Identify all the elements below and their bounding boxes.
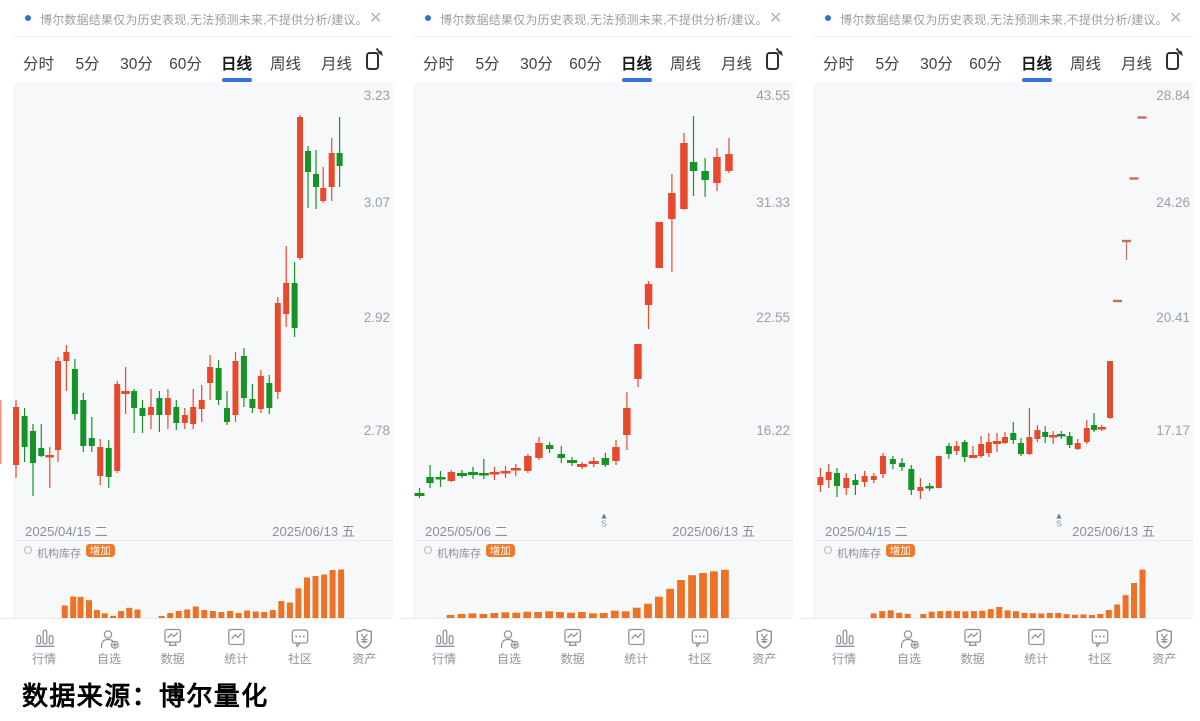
svg-text:2025/06/13 五: 2025/06/13 五 [672, 524, 755, 539]
svg-text:17.17: 17.17 [1156, 423, 1190, 438]
svg-text:22.55: 22.55 [756, 310, 790, 325]
svg-text:2025/06/13 五: 2025/06/13 五 [272, 524, 355, 539]
svg-text:28.84: 28.84 [1156, 88, 1190, 103]
svg-text:20.41: 20.41 [1156, 310, 1190, 325]
svg-text:2025/04/15 二: 2025/04/15 二 [825, 524, 908, 539]
svg-text:S: S [601, 519, 607, 529]
svg-text:▲: ▲ [600, 511, 608, 521]
svg-text:43.55: 43.55 [756, 88, 790, 103]
svg-text:31.33: 31.33 [756, 195, 790, 210]
svg-text:2.78: 2.78 [364, 423, 390, 438]
svg-text:▲: ▲ [1055, 511, 1063, 521]
svg-text:16.22: 16.22 [756, 423, 790, 438]
svg-text:2.92: 2.92 [364, 310, 390, 325]
svg-text:2025/06/13 五: 2025/06/13 五 [1072, 524, 1155, 539]
svg-text:2025/05/06 二: 2025/05/06 二 [425, 524, 508, 539]
svg-text:3.23: 3.23 [364, 88, 390, 103]
svg-text:S: S [1056, 519, 1062, 529]
svg-text:24.26: 24.26 [1156, 195, 1190, 210]
svg-text:2025/04/15 二: 2025/04/15 二 [25, 524, 108, 539]
svg-text:3.07: 3.07 [364, 195, 390, 210]
